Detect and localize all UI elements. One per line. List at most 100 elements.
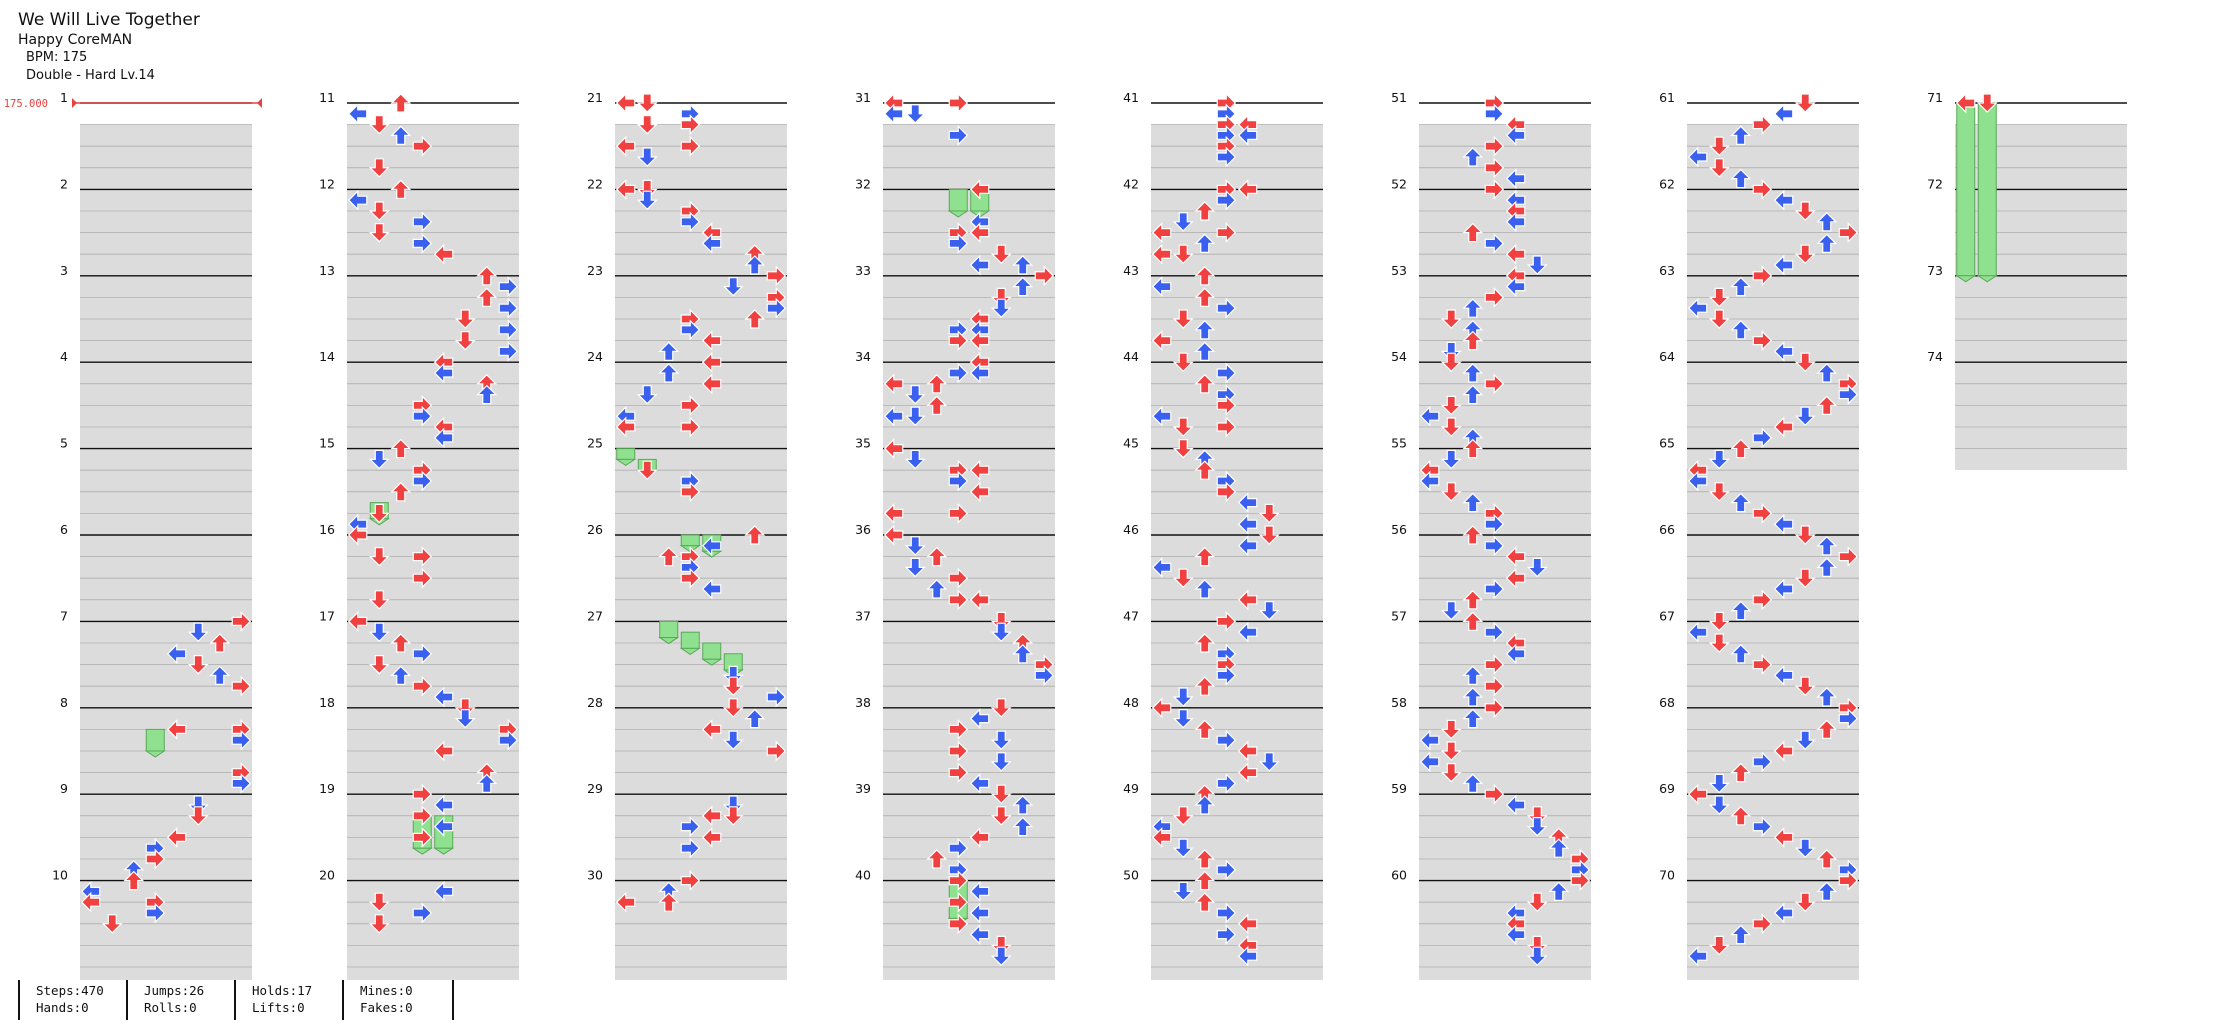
beat-band — [1687, 449, 1859, 470]
down-arrow-icon — [904, 536, 926, 556]
right-arrow-icon — [412, 135, 433, 157]
beat-band — [615, 945, 787, 967]
left-arrow-icon — [1237, 621, 1258, 643]
beat-band — [347, 384, 519, 406]
beat-band — [1419, 405, 1591, 427]
right-arrow-icon — [948, 718, 969, 740]
beat-band — [1687, 578, 1859, 600]
down-arrow-icon — [990, 752, 1012, 772]
beat-band — [1151, 557, 1323, 578]
beat-band — [615, 254, 787, 276]
measure-number: 71 — [1927, 90, 1943, 105]
down-arrow-icon — [1172, 708, 1194, 729]
beat-band — [883, 168, 1055, 190]
right-arrow-icon — [1484, 513, 1505, 535]
beat-band — [1151, 427, 1323, 449]
hold-body — [1956, 102, 1976, 277]
beat-band — [347, 254, 519, 276]
measure-number: 34 — [855, 349, 871, 364]
beat-band — [1955, 233, 2127, 254]
up-arrow-icon — [1194, 676, 1216, 696]
beat-band — [1687, 794, 1859, 816]
up-arrow-icon — [1012, 643, 1034, 664]
beat-band — [1151, 297, 1323, 319]
measure-number: 62 — [1659, 176, 1675, 191]
beat-band — [347, 643, 519, 665]
measure-number: 59 — [1391, 781, 1407, 796]
beat-band — [1419, 557, 1591, 578]
right-arrow-icon — [498, 729, 519, 751]
up-arrow-icon — [1194, 373, 1216, 394]
beat-band — [883, 535, 1055, 557]
beat-band — [1419, 578, 1591, 600]
left-arrow-icon — [969, 362, 990, 384]
right-arrow-icon — [412, 546, 433, 568]
right-arrow-icon — [680, 135, 701, 157]
beat-band — [80, 859, 252, 881]
beat-band — [1687, 686, 1859, 708]
stat-jumps: Jumps:26 — [144, 983, 205, 998]
up-arrow-icon — [1462, 384, 1484, 405]
beat-band — [883, 557, 1055, 578]
right-arrow-icon — [948, 232, 969, 254]
beat-band — [1419, 211, 1591, 233]
up-arrow-icon — [390, 179, 412, 199]
measure-number: 17 — [319, 608, 335, 623]
left-arrow-icon — [615, 416, 636, 438]
beat-band — [1151, 621, 1323, 643]
down-arrow-icon — [1258, 600, 1280, 621]
right-arrow-icon — [680, 481, 701, 503]
stats-group-jumps: Jumps:26 Rolls:0 — [126, 980, 236, 1020]
beat-band — [1687, 643, 1859, 665]
right-arrow-icon — [1484, 535, 1505, 557]
measure-number: 69 — [1659, 781, 1675, 796]
left-arrow-icon — [969, 459, 990, 481]
beat-band — [1687, 168, 1859, 190]
down-arrow-icon — [368, 914, 390, 934]
down-arrow-icon — [904, 104, 926, 124]
left-arrow-icon — [969, 902, 990, 924]
beat-band — [1955, 362, 2127, 384]
beat-band — [347, 146, 519, 168]
measure-number: 19 — [319, 781, 335, 796]
beat-band — [80, 729, 252, 751]
left-arrow-icon — [1505, 546, 1526, 568]
down-arrow-icon — [722, 698, 744, 718]
stat-hands: Hands:0 — [36, 1000, 89, 1015]
down-arrow-icon — [1976, 93, 1998, 113]
up-arrow-icon — [209, 665, 231, 686]
beat-band — [1419, 341, 1591, 362]
right-arrow-icon — [1484, 157, 1505, 179]
down-arrow-icon — [368, 503, 390, 524]
measure-number: 10 — [52, 868, 68, 883]
measure-number: 65 — [1659, 436, 1675, 451]
down-arrow-icon — [904, 406, 926, 427]
up-arrow-icon — [926, 546, 948, 567]
down-arrow-icon — [990, 698, 1012, 718]
up-arrow-icon — [1462, 147, 1484, 167]
up-arrow-icon — [390, 665, 412, 686]
left-arrow-icon — [1773, 902, 1794, 924]
beat-band — [1419, 751, 1591, 773]
left-arrow-icon — [969, 178, 990, 200]
left-arrow-icon — [1237, 589, 1258, 611]
left-arrow-icon — [883, 103, 904, 125]
down-arrow-icon — [1258, 752, 1280, 772]
up-arrow-icon — [123, 870, 145, 891]
up-arrow-icon — [1194, 870, 1216, 891]
beat-band — [1419, 189, 1591, 211]
beat-band — [1955, 341, 2127, 362]
down-arrow-icon — [990, 730, 1012, 751]
right-arrow-icon — [1838, 708, 1859, 730]
beat-band — [883, 837, 1055, 859]
down-arrow-icon — [368, 158, 390, 178]
measure-number: 28 — [587, 695, 603, 710]
down-arrow-icon — [990, 806, 1012, 826]
beat-band — [883, 470, 1055, 492]
up-arrow-icon — [1730, 762, 1752, 783]
up-arrow-icon — [1194, 849, 1216, 869]
right-arrow-icon — [1216, 610, 1237, 632]
up-arrow-icon — [390, 481, 412, 502]
left-arrow-icon — [1505, 211, 1526, 233]
beat-band — [80, 362, 252, 384]
